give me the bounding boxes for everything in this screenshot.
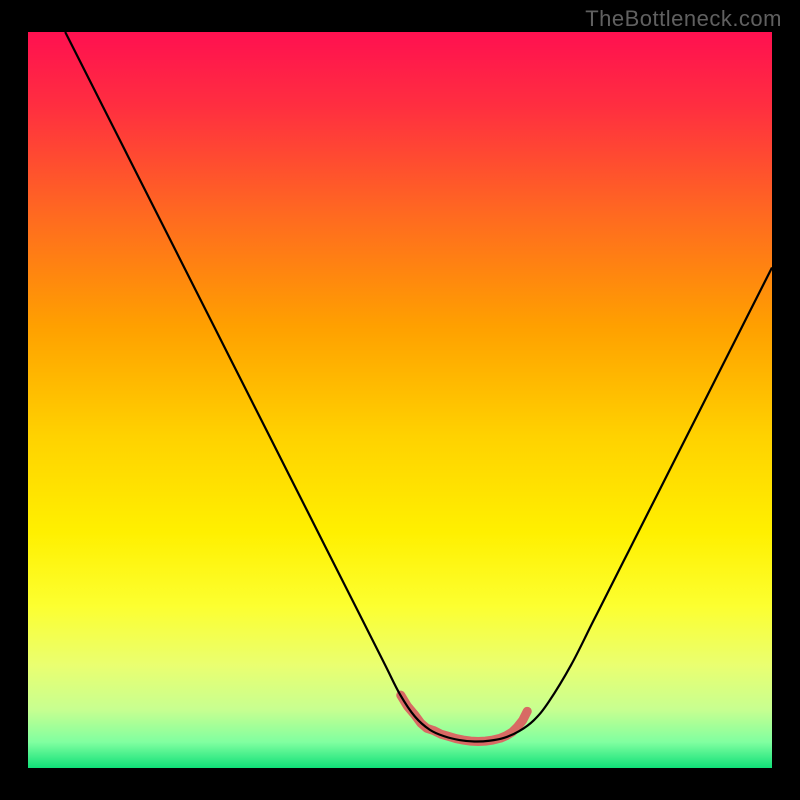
watermark-label: TheBottleneck.com: [585, 6, 782, 32]
bottleneck-curve: [65, 32, 772, 742]
chart-container: [28, 32, 772, 768]
bottleneck-marker: [401, 695, 527, 741]
chart-curve-layer: [28, 32, 772, 768]
